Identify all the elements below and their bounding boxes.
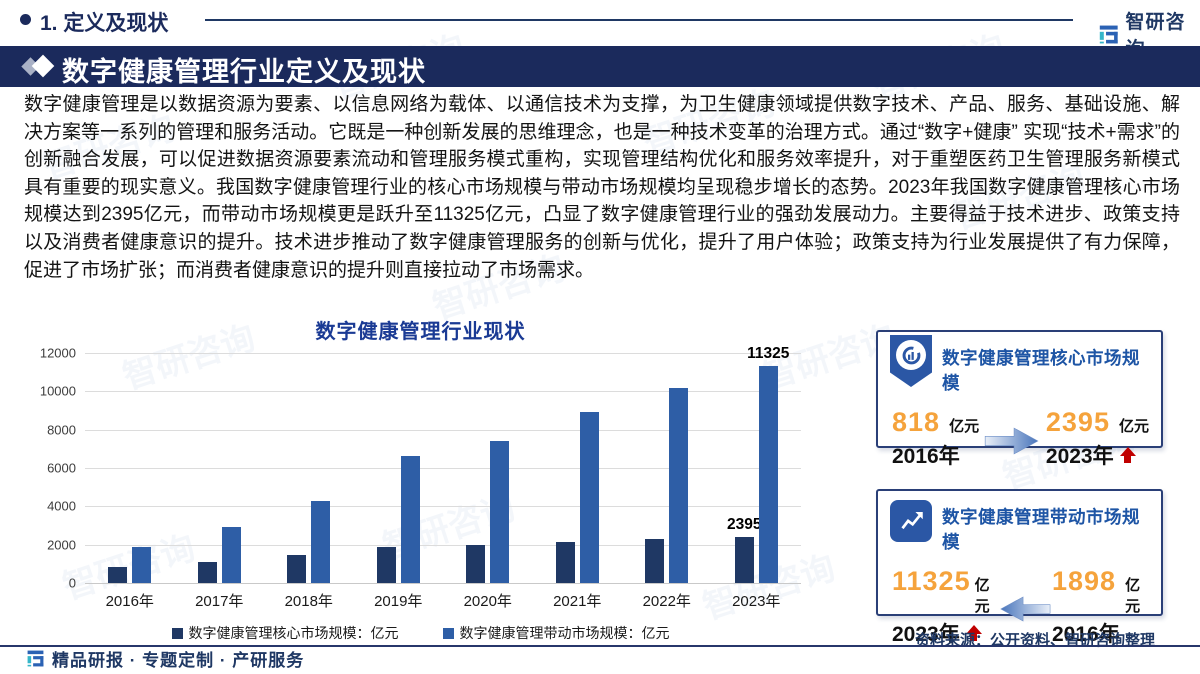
card-driven-market: 数字健康管理带动市场规模 11325 亿元 2023年: [876, 489, 1163, 646]
bar-2021年-series0: [555, 542, 575, 583]
card-core-market: 数字健康管理核心市场规模 818 亿元 2016年: [876, 330, 1163, 468]
trend-up-icon: [890, 500, 932, 542]
gridline: [85, 544, 801, 546]
y-axis: 12000 10000 8000 6000 4000 2000 0: [39, 346, 80, 591]
value-number: 2395: [1045, 407, 1110, 437]
chart-title: 数字健康管理行业现状: [315, 321, 526, 343]
donut-chart-icon: [896, 340, 926, 370]
value-year: 2016年: [892, 445, 960, 468]
bar-2019年-series0: [376, 547, 396, 583]
bar-group: [264, 353, 354, 583]
bar-2020年-series1: [490, 441, 510, 583]
x-axis-tick: 2022年: [642, 593, 691, 610]
bar-2019年-series1: [400, 456, 420, 583]
x-axis-tick: 2019年: [374, 593, 423, 610]
bar-group: 2395 11325: [712, 345, 802, 583]
bar-2018年-series0: [287, 555, 307, 583]
y-axis-tick: 0: [68, 575, 76, 591]
banner-title: 数字健康管理行业定义及现状: [62, 57, 426, 87]
card-value-block: 2395 亿元 2023年: [1046, 407, 1149, 470]
legend-item: 数字健康管理带动市场规模：亿元: [442, 623, 670, 643]
gridline: [85, 391, 801, 393]
bar-2021年-series1: [579, 412, 599, 583]
section-label: 1. 定义及现状: [40, 12, 169, 35]
legend-swatch: [171, 627, 183, 639]
footer-text: 精品研报 · 专题定制 · 产研服务: [52, 651, 305, 670]
value-number: 11325: [892, 566, 971, 596]
x-axis-tick: 2016年: [105, 593, 154, 610]
bar-2017年-series1: [221, 527, 241, 583]
card-title: 数字健康管理核心市场规模: [942, 348, 1140, 393]
bar-group: [443, 353, 533, 583]
x-axis-tick: 2023年: [732, 593, 781, 610]
y-axis-tick: 6000: [47, 460, 76, 476]
source-note: 资料来源：公开资料、智研咨询整理: [914, 632, 1155, 649]
footer: 精品研报 · 专题定制 · 产研服务: [26, 646, 304, 671]
gridline: [85, 353, 801, 354]
y-axis-tick: 2000: [47, 537, 76, 553]
left-arrow-icon: [1000, 596, 1051, 622]
footer-logo-icon: [27, 650, 44, 667]
y-axis-tick: 12000: [39, 345, 76, 361]
chart-legend: 数字健康管理核心市场规模：亿元 数字健康管理带动市场规模：亿元: [40, 623, 801, 643]
up-arrow-icon: [965, 624, 982, 642]
x-axis-tick: 2021年: [553, 593, 602, 610]
y-axis-tick: 10000: [39, 383, 76, 399]
header-divider: [205, 19, 1073, 21]
bar-value-label: 2395: [727, 516, 762, 533]
value-year: 2023年: [892, 618, 998, 648]
diamond-icon: [21, 54, 58, 78]
value-number: 1898: [1051, 566, 1117, 596]
footer-divider: [0, 645, 1200, 647]
card-title: 数字健康管理带动市场规模: [942, 507, 1140, 552]
bar-chart: 12000 10000 8000 6000 4000 2000 0 2395 11325 20…: [39, 345, 802, 653]
bar-value-label: 11325: [747, 345, 790, 362]
bullet-icon: [20, 14, 31, 25]
up-arrow-icon: [1119, 446, 1136, 464]
bar-group: [622, 353, 712, 583]
chart-plot: 2395 11325: [85, 345, 802, 584]
bar-group: [533, 353, 623, 583]
bar-group: [175, 353, 265, 583]
bar-2022年-series0: [645, 539, 665, 583]
value-unit: 亿元: [1125, 577, 1141, 615]
gridline: [85, 429, 801, 431]
ribbon-badge: [890, 335, 932, 387]
value-unit: 亿元: [974, 577, 990, 615]
bar-2020年-series0: [466, 545, 486, 583]
x-axis: 2016年 2017年 2018年 2019年 2020年 2021年 2022年 2023年: [85, 590, 801, 611]
y-axis-tick: 4000: [47, 498, 76, 514]
card-value-block: 818 亿元 2016年: [892, 407, 979, 470]
value-year: 2016年: [1051, 623, 1120, 646]
bar-2017年-series0: [197, 562, 217, 583]
x-axis-tick: 2017年: [195, 593, 244, 610]
card-value-block: 11325 亿元 2023年: [892, 566, 998, 648]
value-unit: 亿元: [1118, 418, 1149, 435]
bar-2023年-series0: 2395: [727, 516, 761, 583]
bar-group: [354, 353, 444, 583]
bar-group: [85, 353, 175, 583]
x-axis-tick: 2020年: [463, 593, 512, 610]
gridline: [85, 506, 801, 508]
brand-logo-icon: [1099, 25, 1118, 43]
y-axis-tick: 8000: [47, 422, 76, 438]
bar-2016年-series0: [108, 567, 128, 583]
value-year: 2023年: [1046, 440, 1149, 470]
card-value-block: 1898 亿元 2016年: [1052, 566, 1149, 648]
bar-2016年-series1: [132, 547, 152, 583]
bar-2018年-series1: [311, 501, 331, 583]
value-number: 818: [892, 407, 941, 437]
section-banner: 数字健康管理行业定义及现状: [0, 46, 1200, 87]
legend-swatch: [442, 627, 454, 639]
value-unit: 亿元: [949, 418, 980, 435]
body-paragraph: 数字健康管理是以数据资源为要素、以信息网络为载体、以通信技术为支撑，为卫生健康领…: [24, 94, 1180, 281]
bar-2023年-series1: 11325: [747, 345, 789, 583]
legend-item: 数字健康管理核心市场规模：亿元: [171, 623, 399, 643]
x-axis-tick: 2018年: [284, 593, 333, 610]
gridline: [85, 468, 801, 469]
bar-2022年-series1: [669, 388, 689, 583]
right-arrow-icon: [985, 427, 1039, 454]
